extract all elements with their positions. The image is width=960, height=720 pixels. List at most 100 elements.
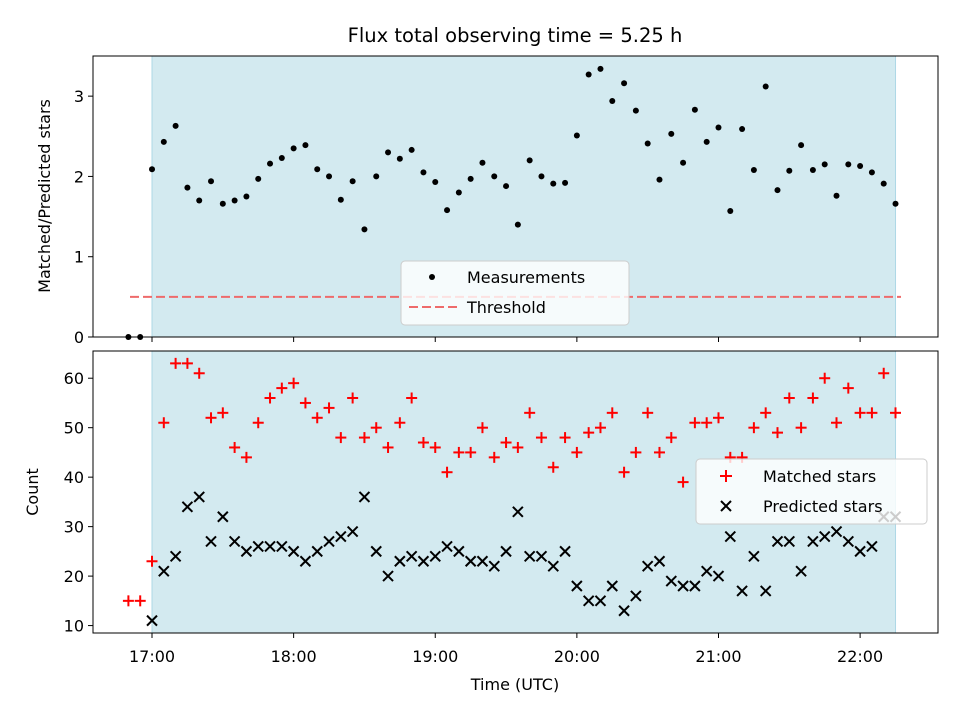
bottom-matched-point — [181, 357, 193, 369]
bottom-predicted-point — [630, 590, 642, 602]
bottom-matched-point — [512, 441, 524, 453]
top-point — [880, 180, 887, 187]
x-stroke-b — [818, 530, 831, 543]
x-stroke-b — [783, 535, 796, 548]
bottom-matched-point — [854, 407, 866, 419]
bottom-matched-point — [406, 392, 418, 404]
legend-measurements-marker — [429, 274, 435, 280]
top-point — [727, 207, 734, 214]
x-stroke-b — [476, 555, 489, 567]
bottom-predicted-point — [559, 545, 571, 558]
top-y-axis-label: Matched/Predicted stars — [35, 99, 54, 293]
top-point — [208, 178, 215, 185]
x-stroke-b — [276, 540, 288, 553]
x-stroke-b — [547, 560, 559, 572]
bottom-matched-point — [500, 437, 512, 449]
bottom-predicted-point — [193, 491, 205, 503]
bottom-predicted-point — [712, 570, 725, 582]
top-point — [656, 176, 663, 183]
bottom-predicted-point — [641, 560, 654, 572]
x-stroke-b — [866, 540, 878, 553]
bottom-matched-point — [890, 407, 902, 419]
x-tick-label: 18:00 — [271, 647, 317, 666]
x-tick-label: 19:00 — [412, 647, 458, 666]
bottom-predicted-point — [358, 491, 371, 503]
x-stroke-b — [535, 550, 548, 563]
top-point — [562, 179, 569, 186]
bottom-predicted-point — [417, 555, 430, 567]
bottom-matched-point — [630, 446, 642, 458]
top-point — [821, 161, 828, 168]
bottom-predicted-point — [453, 545, 465, 558]
top-point — [373, 173, 380, 180]
bottom-matched-point — [571, 446, 583, 458]
legend-box — [400, 260, 630, 326]
bottom-matched-point — [158, 417, 170, 429]
bottom-matched-point — [618, 466, 630, 478]
bottom-predicted-point — [653, 555, 666, 567]
x-stroke-b — [594, 595, 607, 607]
top-point — [892, 200, 899, 207]
x-stroke-b — [559, 545, 571, 558]
top-point — [786, 167, 793, 174]
top-point — [479, 159, 486, 166]
bottom-matched-point — [205, 412, 217, 424]
top-point — [255, 175, 262, 182]
bottom-predicted-point — [299, 555, 312, 567]
x-stroke-b — [287, 545, 300, 558]
x-stroke-b — [193, 491, 205, 503]
bottom-predicted-point — [382, 570, 394, 582]
top-point — [314, 166, 321, 173]
bottom-predicted-point — [287, 545, 300, 558]
top-point — [278, 154, 285, 161]
x-stroke-b — [807, 535, 819, 548]
bottom-matched-point — [524, 407, 536, 419]
bottom-predicted-point — [606, 580, 618, 592]
bottom-matched-point — [583, 427, 595, 439]
x-stroke-b — [264, 540, 276, 553]
x-stroke-b — [854, 545, 866, 558]
x-stroke-b — [417, 555, 430, 567]
top-point — [467, 175, 474, 182]
bottom-matched-point — [701, 417, 713, 429]
top-point — [184, 184, 191, 191]
x-stroke-b — [582, 595, 595, 607]
bottom-matched-point — [653, 446, 665, 458]
top-point — [349, 178, 356, 185]
bottom-predicted-point — [677, 580, 689, 592]
x-stroke-b — [252, 540, 264, 553]
bottom-matched-point — [559, 432, 571, 444]
x-stroke-b — [181, 501, 194, 513]
bottom-matched-point — [240, 451, 252, 463]
bottom-predicted-point — [665, 575, 677, 587]
x-stroke-b — [299, 555, 312, 567]
x-stroke-b — [500, 545, 512, 558]
bottom-matched-point — [677, 476, 689, 488]
bottom-legend: Matched stars Predicted stars — [695, 458, 928, 525]
legend-matched-label: Matched stars — [763, 467, 876, 486]
x-stroke-b — [358, 491, 371, 503]
x-tick-label: 17:00 — [129, 647, 175, 666]
bottom-predicted-point — [547, 560, 559, 572]
bottom-matched-point — [465, 446, 477, 458]
x-stroke-b — [169, 550, 182, 563]
x-stroke-b — [606, 580, 618, 592]
legend-box — [695, 458, 928, 525]
top-point — [597, 65, 604, 72]
bottom-matched-point — [276, 382, 288, 394]
top-point — [833, 192, 840, 199]
bottom-matched-point — [748, 422, 760, 434]
top-y-tick-label: 0 — [74, 328, 84, 347]
x-stroke-b — [712, 570, 725, 582]
bottom-predicted-point — [594, 595, 607, 607]
bottom-matched-point — [229, 441, 241, 453]
bottom-predicted-point — [618, 605, 630, 617]
legend-predicted-label: Predicted stars — [763, 497, 883, 516]
bottom-y-tick-label: 50 — [64, 419, 84, 438]
x-stroke-b — [724, 530, 736, 543]
x-stroke-b — [512, 506, 524, 518]
bottom-predicted-point — [842, 535, 855, 548]
bottom-predicted-point — [394, 555, 406, 567]
bottom-matched-point — [382, 441, 394, 453]
bottom-matched-point — [795, 422, 807, 434]
